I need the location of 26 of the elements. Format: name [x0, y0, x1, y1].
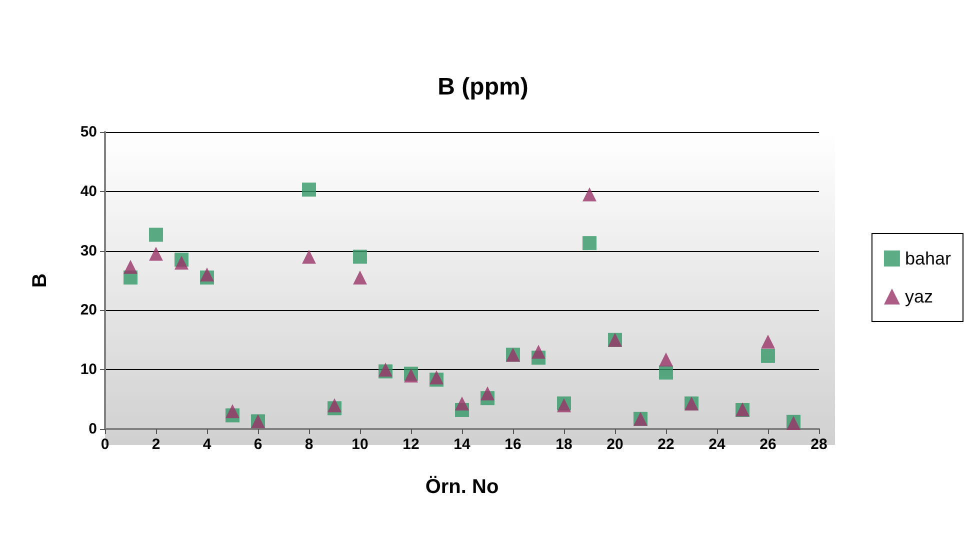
x-tick-label: 26	[760, 436, 776, 453]
legend-label: yaz	[904, 286, 933, 306]
y-tick-label: 50	[80, 124, 97, 140]
x-tick-label: 8	[304, 436, 314, 453]
x-tick-label: 22	[658, 436, 674, 453]
legend-label: bahar	[904, 248, 952, 268]
x-tick-label: 2	[152, 436, 160, 453]
x-tick-label: 0	[100, 436, 110, 453]
x-tick-label: 28	[810, 436, 828, 453]
chart-title: B (ppm)	[438, 74, 528, 100]
x-tick-label: 10	[352, 436, 368, 453]
y-tick-label: 40	[80, 182, 97, 200]
x-tick-label: 12	[402, 436, 420, 453]
y-tick-label: 0	[88, 420, 97, 438]
x-tick-label: 20	[606, 436, 624, 453]
x-tick-label: 18	[556, 436, 572, 453]
y-tick-label: 10	[80, 361, 97, 378]
x-tick-label: 4	[202, 436, 212, 453]
x-tick-label: 24	[708, 436, 726, 453]
y-tick-label: 20	[80, 302, 97, 319]
x-axis-title: Örn. No	[425, 475, 499, 498]
x-tick-label: 16	[504, 436, 522, 453]
y-axis-title: B	[29, 273, 51, 288]
y-tick-label: 30	[80, 242, 97, 260]
x-tick-label: 14	[454, 436, 471, 453]
x-tick-label: 6	[254, 436, 262, 453]
